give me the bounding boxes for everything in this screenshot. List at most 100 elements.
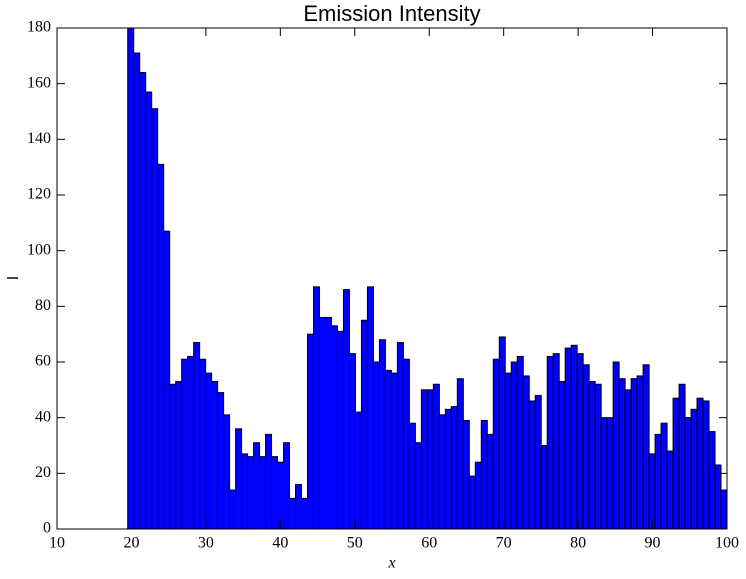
bar	[534, 394, 542, 530]
bar	[235, 428, 243, 530]
bar	[414, 442, 422, 530]
bar	[510, 361, 518, 530]
bar	[678, 383, 686, 530]
bar	[402, 358, 410, 530]
bar	[265, 433, 273, 530]
bar	[666, 450, 674, 530]
x-tick-label: 30	[198, 535, 214, 552]
bar	[582, 364, 590, 530]
y-tick-label: 40	[35, 408, 51, 425]
bar	[552, 353, 560, 530]
bar	[648, 453, 656, 530]
bar	[588, 380, 596, 530]
y-tick-label: 0	[43, 520, 51, 537]
bar	[528, 400, 536, 530]
bar	[175, 380, 183, 530]
bar	[474, 461, 482, 530]
bar	[378, 339, 386, 530]
bar	[330, 325, 338, 530]
bar	[312, 286, 320, 530]
y-axis-label: I	[5, 276, 22, 280]
bar	[480, 419, 488, 530]
bar	[606, 417, 614, 530]
bar	[408, 422, 416, 530]
x-tick-label: 10	[49, 535, 65, 552]
bar	[594, 383, 602, 530]
bar	[151, 108, 159, 530]
bar	[324, 316, 332, 530]
bar	[486, 433, 494, 530]
bar	[289, 497, 297, 530]
bar	[570, 344, 578, 530]
bar	[133, 52, 141, 530]
bar	[684, 417, 692, 530]
bar	[145, 91, 153, 530]
bar	[660, 422, 668, 530]
chart-title: Emission Intensity	[303, 1, 480, 26]
bar	[384, 369, 392, 530]
bar	[642, 364, 650, 530]
bar	[720, 489, 728, 530]
bar	[241, 453, 249, 530]
bar	[630, 378, 638, 530]
bar	[271, 456, 279, 530]
bar	[450, 406, 458, 530]
bar	[366, 286, 374, 530]
plot-frame	[56, 27, 728, 530]
bar	[492, 358, 500, 530]
bar	[127, 27, 135, 530]
bar	[516, 355, 524, 530]
bar	[163, 230, 171, 530]
bar	[462, 419, 470, 530]
bar	[169, 383, 177, 530]
bar	[456, 378, 464, 530]
bar	[576, 353, 584, 530]
bar	[504, 372, 512, 530]
bar	[600, 417, 608, 530]
y-tick-label: 80	[35, 297, 51, 314]
bar	[301, 497, 309, 530]
bar	[426, 389, 434, 530]
bar	[618, 378, 626, 530]
bar	[342, 289, 350, 530]
y-tick-label: 120	[27, 186, 51, 203]
bar	[217, 392, 225, 530]
bar	[708, 431, 716, 530]
bar	[283, 442, 291, 530]
bar	[432, 383, 440, 530]
bar	[295, 483, 303, 530]
bar	[696, 397, 704, 530]
bar	[498, 336, 506, 530]
x-tick-label: 60	[421, 535, 437, 552]
bar	[139, 72, 147, 530]
x-tick-label: 20	[123, 535, 139, 552]
bar	[181, 358, 189, 530]
bar	[558, 380, 566, 530]
bar	[229, 489, 237, 530]
y-tick-label: 180	[27, 19, 51, 36]
bar	[522, 375, 530, 530]
x-tick-label: 100	[715, 535, 739, 552]
bar	[714, 464, 722, 530]
bar	[438, 414, 446, 530]
bar	[223, 414, 231, 530]
x-tick-label: 80	[570, 535, 586, 552]
bar	[348, 353, 356, 530]
bar	[468, 475, 476, 530]
y-tick-label: 100	[27, 241, 51, 258]
bar	[654, 433, 662, 530]
bar	[199, 358, 207, 530]
bar	[307, 333, 314, 530]
bar	[336, 330, 344, 530]
bar	[420, 389, 428, 530]
bar	[259, 456, 267, 530]
bar	[564, 347, 572, 530]
bar	[690, 408, 698, 530]
bar	[444, 408, 452, 530]
bar	[396, 342, 404, 530]
bar	[636, 375, 644, 530]
bar	[354, 411, 362, 530]
bar	[540, 445, 548, 530]
bar	[193, 342, 201, 530]
